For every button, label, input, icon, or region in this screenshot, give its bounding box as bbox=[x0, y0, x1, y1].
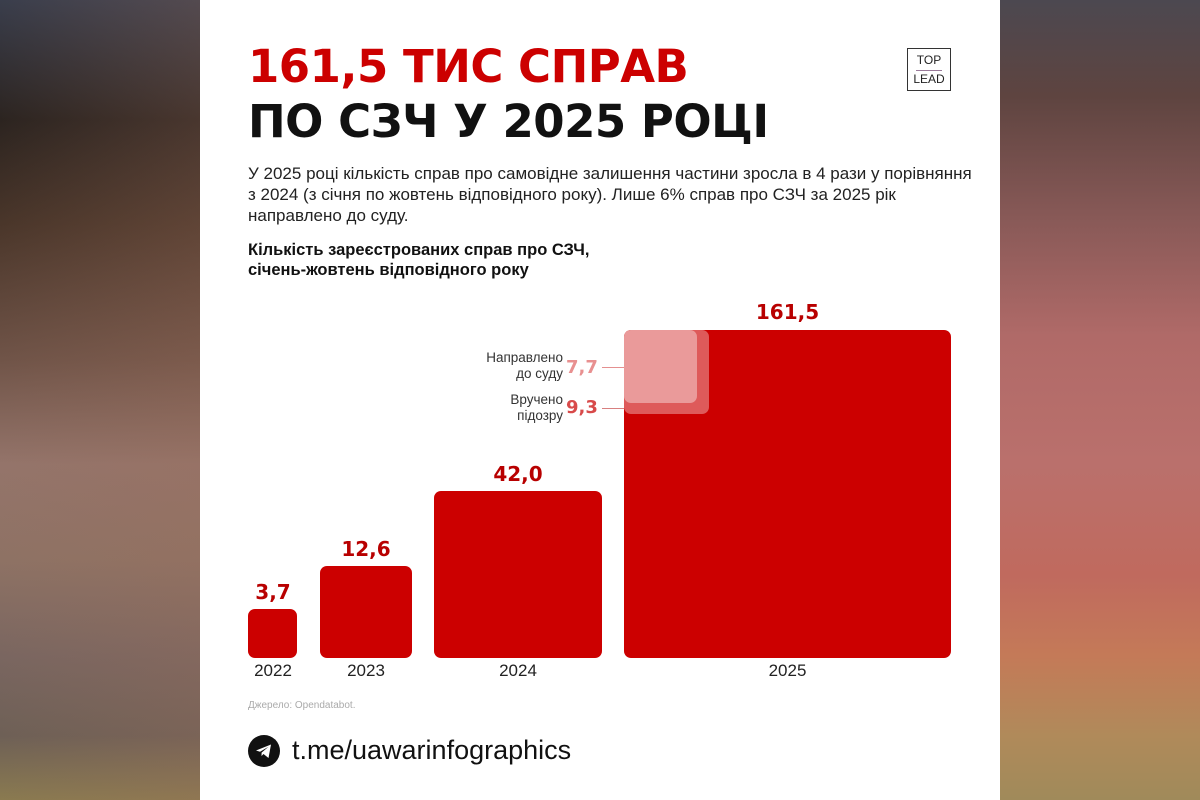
annotation-suspicion-leader-line bbox=[602, 408, 624, 409]
bar-label-2024: 2024 bbox=[499, 661, 537, 680]
bar-label-2022: 2022 bbox=[254, 661, 292, 680]
logo-top-text: TOP bbox=[916, 53, 942, 67]
headline-line-1: 161,5 ТИС СПРАВ bbox=[248, 40, 689, 93]
headline-line-2: ПО СЗЧ У 2025 РОЦІ bbox=[248, 95, 769, 148]
logo-bottom-text: LEAD bbox=[913, 72, 945, 86]
bar-2025-court-overlay bbox=[624, 330, 697, 403]
annotation-court-label-line-1: Направлено bbox=[486, 350, 563, 365]
source-note: Джерело: Opendatabot. bbox=[248, 700, 356, 711]
annotation-suspicion-label: Вручено підозру bbox=[430, 392, 563, 424]
top-lead-logo: TOP LEAD bbox=[907, 48, 951, 91]
bar-value-2024: 42,0 bbox=[493, 462, 543, 486]
bar-value-2025: 161,5 bbox=[755, 300, 820, 324]
telegram-channel-link[interactable]: t.me/uawarinfographics bbox=[292, 735, 572, 765]
blurred-background-right bbox=[1000, 0, 1200, 800]
description: У 2025 році кількість справ про самовідн… bbox=[248, 164, 972, 225]
annotation-suspicion-label-line-2: підозру bbox=[517, 408, 563, 423]
annotation-court-label-line-2: до суду bbox=[516, 366, 563, 381]
annotation-suspicion-value: 9,3 bbox=[566, 397, 598, 418]
bar-value-2023: 12,6 bbox=[341, 537, 391, 561]
logo-divider bbox=[916, 70, 942, 71]
bar-label-2023: 2023 bbox=[347, 661, 385, 680]
chart-subtitle: Кількість зареєстрованих справ про СЗЧ, … bbox=[248, 240, 748, 280]
annotation-court-value: 7,7 bbox=[566, 357, 598, 378]
infographic-card: 161,5 ТИС СПРАВ ПО СЗЧ У 2025 РОЦІ TOP L… bbox=[200, 0, 1000, 800]
bar-2022 bbox=[248, 609, 297, 658]
bar-2023 bbox=[320, 566, 412, 658]
chart-subtitle-line-2: січень-жовтень відповідного року bbox=[248, 261, 529, 279]
chart-subtitle-line-1: Кількість зареєстрованих справ про СЗЧ, bbox=[248, 241, 590, 259]
bar-2024 bbox=[434, 491, 602, 658]
bar-label-2025: 2025 bbox=[768, 661, 807, 680]
annotation-court-leader-line bbox=[602, 367, 624, 368]
annotation-suspicion-label-line-1: Вручено bbox=[510, 392, 563, 407]
bar-value-2022: 3,7 bbox=[255, 580, 291, 604]
telegram-icon bbox=[248, 735, 280, 767]
annotation-court-label: Направлено до суду bbox=[430, 350, 563, 382]
blurred-background-left bbox=[0, 0, 200, 800]
